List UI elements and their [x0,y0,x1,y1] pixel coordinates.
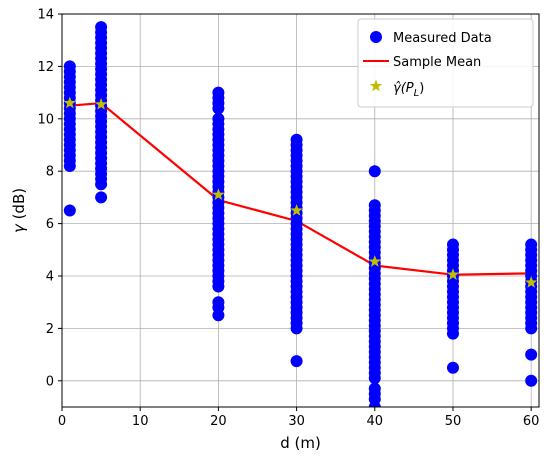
measured-data-point [212,280,225,293]
legend: Measured Data Sample Mean γ̂(PL) [357,18,534,108]
legend-label-estimate-base: γ̂(P [393,81,414,96]
x-tick-label: 10 [132,414,149,429]
legend-label-estimate-sub: L [414,88,420,99]
y-tick-label: 6 [46,217,54,232]
y-tick-label: 4 [46,270,54,285]
estimate-series [63,96,538,288]
x-tick-label: 50 [445,414,462,429]
legend-label-estimate-close: ) [419,81,424,96]
legend-marker-estimate [369,79,383,92]
estimate-star [368,255,381,267]
measured-data-point [368,401,381,407]
axis-ticks: 0 10 20 30 40 50 60 0 2 4 6 8 10 12 14 [37,8,539,430]
measured-data-point [63,159,76,172]
measured-data-point [290,322,303,335]
y-axis-label: γ (dB) [10,188,28,233]
y-tick-label: 2 [46,322,54,337]
measured-data-point [95,178,108,191]
x-tick-label: 0 [58,414,66,429]
y-axis-label-symbol: γ [10,223,28,233]
estimate-star [94,97,108,110]
x-tick-label: 60 [523,414,540,429]
y-axis-label-unit: (dB) [10,188,28,224]
plot-frame [61,13,540,408]
estimate-star [525,276,538,288]
measured-data-point [525,348,538,361]
measured-data-series [63,21,538,407]
legend-label-measured: Measured Data [393,31,492,46]
y-tick-label: 14 [37,8,54,23]
measured-data-point [368,165,381,178]
estimate-star [446,268,460,280]
x-tick-label: 30 [288,414,305,429]
legend-label-estimate: γ̂(PL) [393,81,424,99]
measured-data-point [525,374,538,387]
measured-data-point [368,372,381,385]
measured-data-point [290,355,303,368]
legend-label-mean: Sample Mean [393,55,481,70]
x-tick-label: 20 [210,414,227,429]
measured-data-point [212,309,225,322]
measured-data-point [446,327,459,340]
measured-data-point [95,191,108,204]
y-tick-label: 8 [46,165,54,180]
estimate-star [212,188,225,201]
y-tick-label: 0 [46,374,54,389]
measured-data-point [212,102,225,115]
legend-marker-measured [370,31,382,43]
y-tick-label: 10 [37,112,54,127]
x-tick-label: 40 [367,414,384,429]
estimate-star [290,204,303,216]
measured-data-point [446,361,459,374]
measured-data-point [525,322,538,335]
legend-frame [357,18,534,108]
x-axis-label: d (m) [280,434,321,452]
estimate-star [63,96,76,109]
y-tick-label: 12 [37,60,54,75]
measured-data-point [63,204,76,217]
